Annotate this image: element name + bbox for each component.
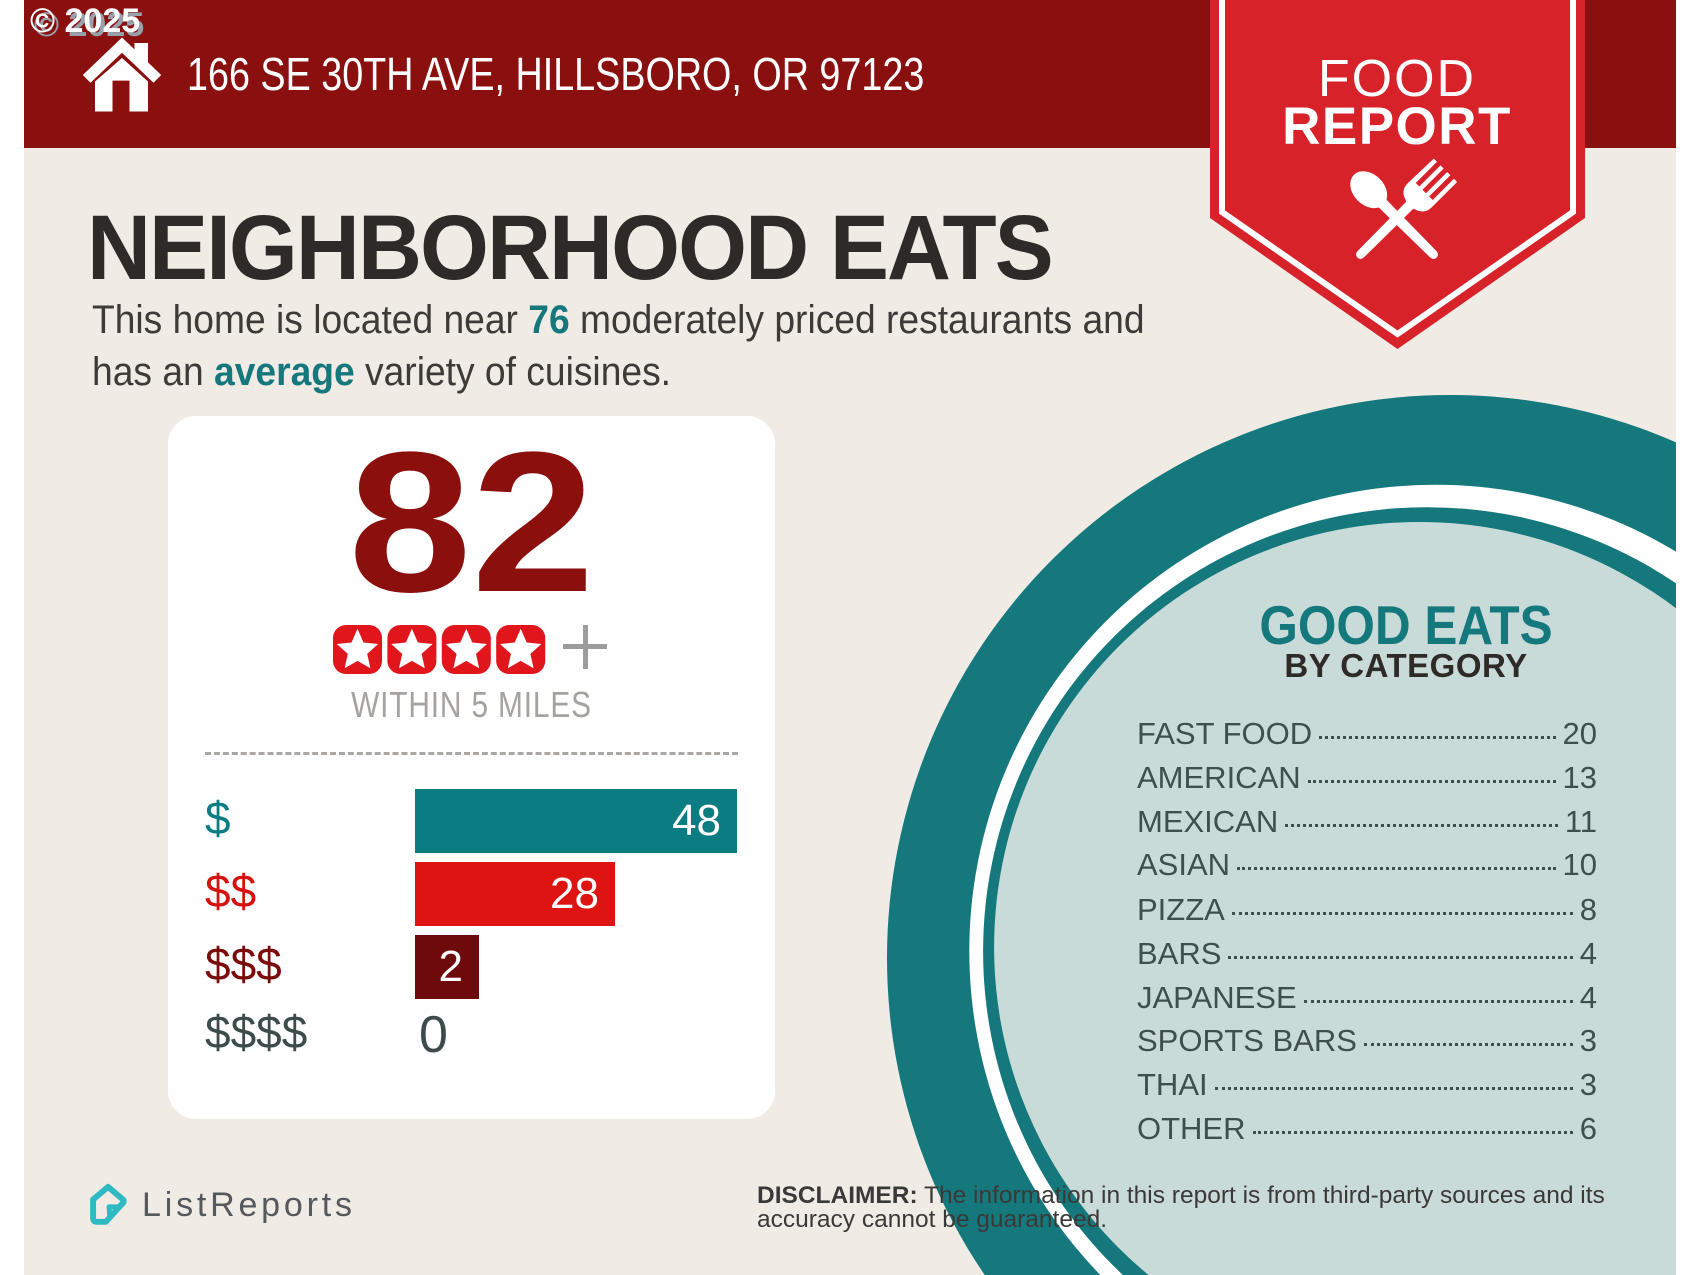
svg-text:REPORT: REPORT [1282, 97, 1512, 156]
svg-text:FOOD: FOOD [1318, 50, 1476, 108]
